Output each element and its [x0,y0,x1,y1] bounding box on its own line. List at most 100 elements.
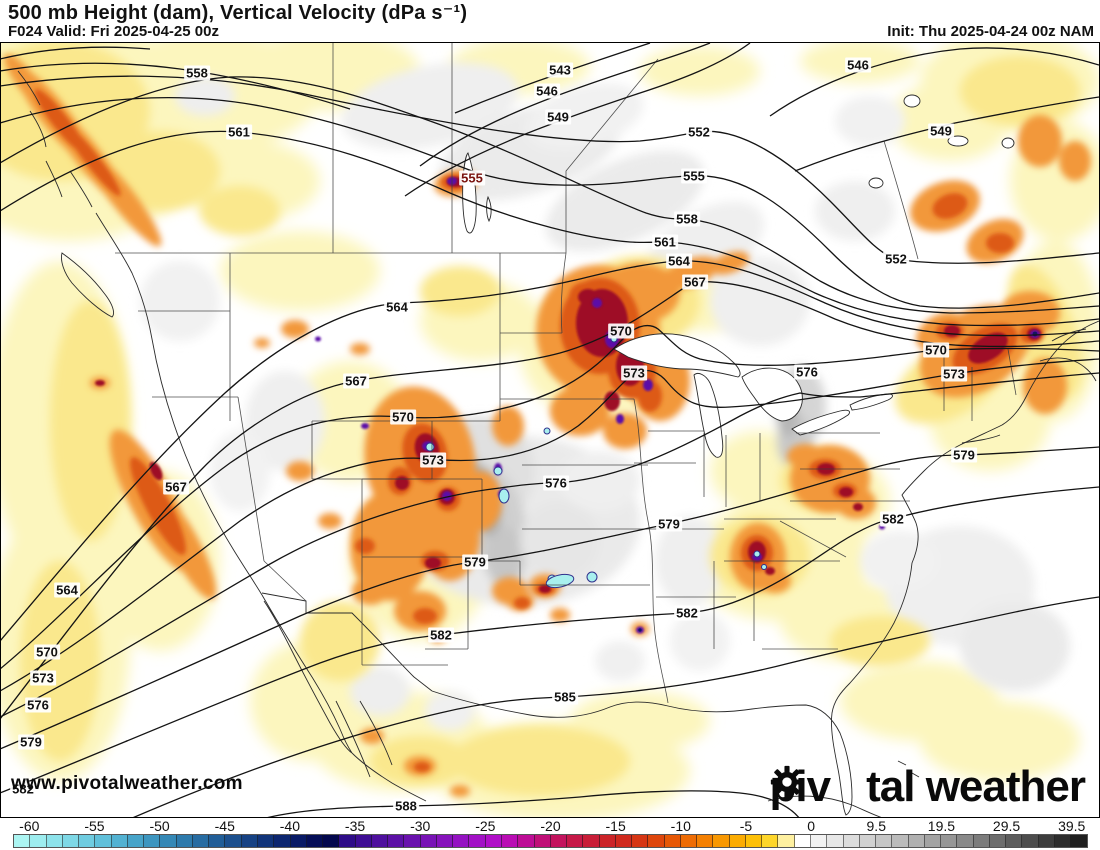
colorbar-tick-label: -60 [19,818,40,834]
colorbar-cell [209,835,226,847]
contour-label: 573 [621,365,647,381]
colorbar-cell [1071,835,1087,847]
colorbar-cell [111,835,128,847]
colorbar-cell [567,835,584,847]
colorbar-tick-label: 9.5 [866,818,886,834]
contour-label: 555 [681,168,707,184]
contour-label: 564 [384,299,410,315]
colorbar-cell [876,835,893,847]
contour-label: 576 [25,697,51,713]
colorbar-cell [713,835,730,847]
contour-label: 579 [18,734,44,750]
colorbar-cell [274,835,291,847]
colorbar-tick-label: -20 [540,818,561,834]
colorbar-cell [680,835,698,847]
watermark-text: www.pivotalweather.com [11,773,243,795]
header: 500 mb Height (dam), Vertical Velocity (… [0,0,1100,42]
colorbar-cell [127,835,145,847]
colorbar-cell [811,835,828,847]
contour-label: 570 [923,342,949,358]
page-title: 500 mb Height (dam), Vertical Velocity (… [8,2,468,24]
colorbar-cell [30,835,47,847]
colorbar-tick-label: -25 [475,818,496,834]
contour-label: 579 [951,447,977,463]
colorbar-tick-label: 0 [807,818,815,834]
colorbar-cell [290,835,307,847]
model-init-text: Init: Thu 2025-04-24 00z NAM [887,23,1094,40]
colorbar-cell [648,835,665,847]
colorbar-cell [697,835,714,847]
colorbar-cell [615,835,633,847]
gear-icon [770,765,865,806]
contour-label: 564 [54,582,80,598]
colorbar-cell [827,835,844,847]
colorbar-cell [762,835,779,847]
colorbar-cell [46,835,63,847]
colorbar-cell [989,835,1007,847]
colorbar-cell [404,835,421,847]
colorbar-tick-label: 19.5 [927,818,956,834]
colorbar-cell [794,835,812,847]
colorbar-cell [957,835,974,847]
colorbar-cell [664,835,681,847]
colorbar-cell [1055,835,1072,847]
colorbar-cell [941,835,958,847]
colorbar-cell [924,835,942,847]
colorbar-cell [453,835,470,847]
contour-label: 543 [547,62,573,78]
colorbar-tick-label: -5 [739,818,753,834]
colorbar-cell [436,835,454,847]
geography-lakes [462,94,1015,458]
contour-label: 570 [34,644,60,660]
colorbar-cell [1006,835,1023,847]
contour-label: 582 [428,627,454,643]
colorbar-cell [973,835,990,847]
contour-label: 576 [543,475,569,491]
colorbar-cell [323,835,340,847]
contour-label: 567 [682,274,708,290]
contour-label: 546 [845,57,871,73]
contour-label: 567 [163,479,189,495]
contour-label: 558 [674,211,700,227]
colorbar-cell [95,835,112,847]
contour-label: 564 [666,253,692,269]
colorbar-cell [729,835,746,847]
contour-label: 552 [686,124,712,140]
colorbar-cell [144,835,161,847]
geography-borders [115,43,1017,704]
colorbar-cell [257,835,275,847]
contour-label: 576 [794,364,820,380]
contour-label: 588 [393,798,419,814]
contour-label: 582 [10,781,36,797]
map-graphic [1,43,1099,817]
colorbar-cell [843,835,860,847]
contour-label: 552 [883,251,909,267]
contour-label: 579 [656,516,682,532]
contour-label: 573 [420,452,446,468]
colorbar-cell [225,835,242,847]
contour-label: 573 [941,366,967,382]
colorbar-tick-label: -45 [214,818,235,834]
colorbar-cell [745,835,763,847]
colorbar-cell [160,835,177,847]
contour-label: 555 [459,170,485,186]
colorbar-cell [583,835,600,847]
contour-label: 549 [928,123,954,139]
shading-cyan-cores [425,335,767,589]
colorbar-cell [79,835,96,847]
colorbar-cell [892,835,909,847]
contour-label: 579 [462,554,488,570]
colorbar-cell [176,835,193,847]
colorbar-cell [388,835,405,847]
colorbar-tick-label: -40 [279,818,301,834]
colorbar-cell [306,835,324,847]
watermark-url: www.pivotalweather.com [11,773,243,794]
colorbar-cell [469,835,486,847]
colorbar-cell [192,835,210,847]
colorbar-cell [14,835,31,847]
colorbar-cell [550,835,568,847]
contour-label: 561 [652,234,678,250]
contour-label: 570 [390,409,416,425]
colorbar-tick-label: -50 [149,818,170,834]
brand-logo: piv tal weather [770,765,1086,809]
